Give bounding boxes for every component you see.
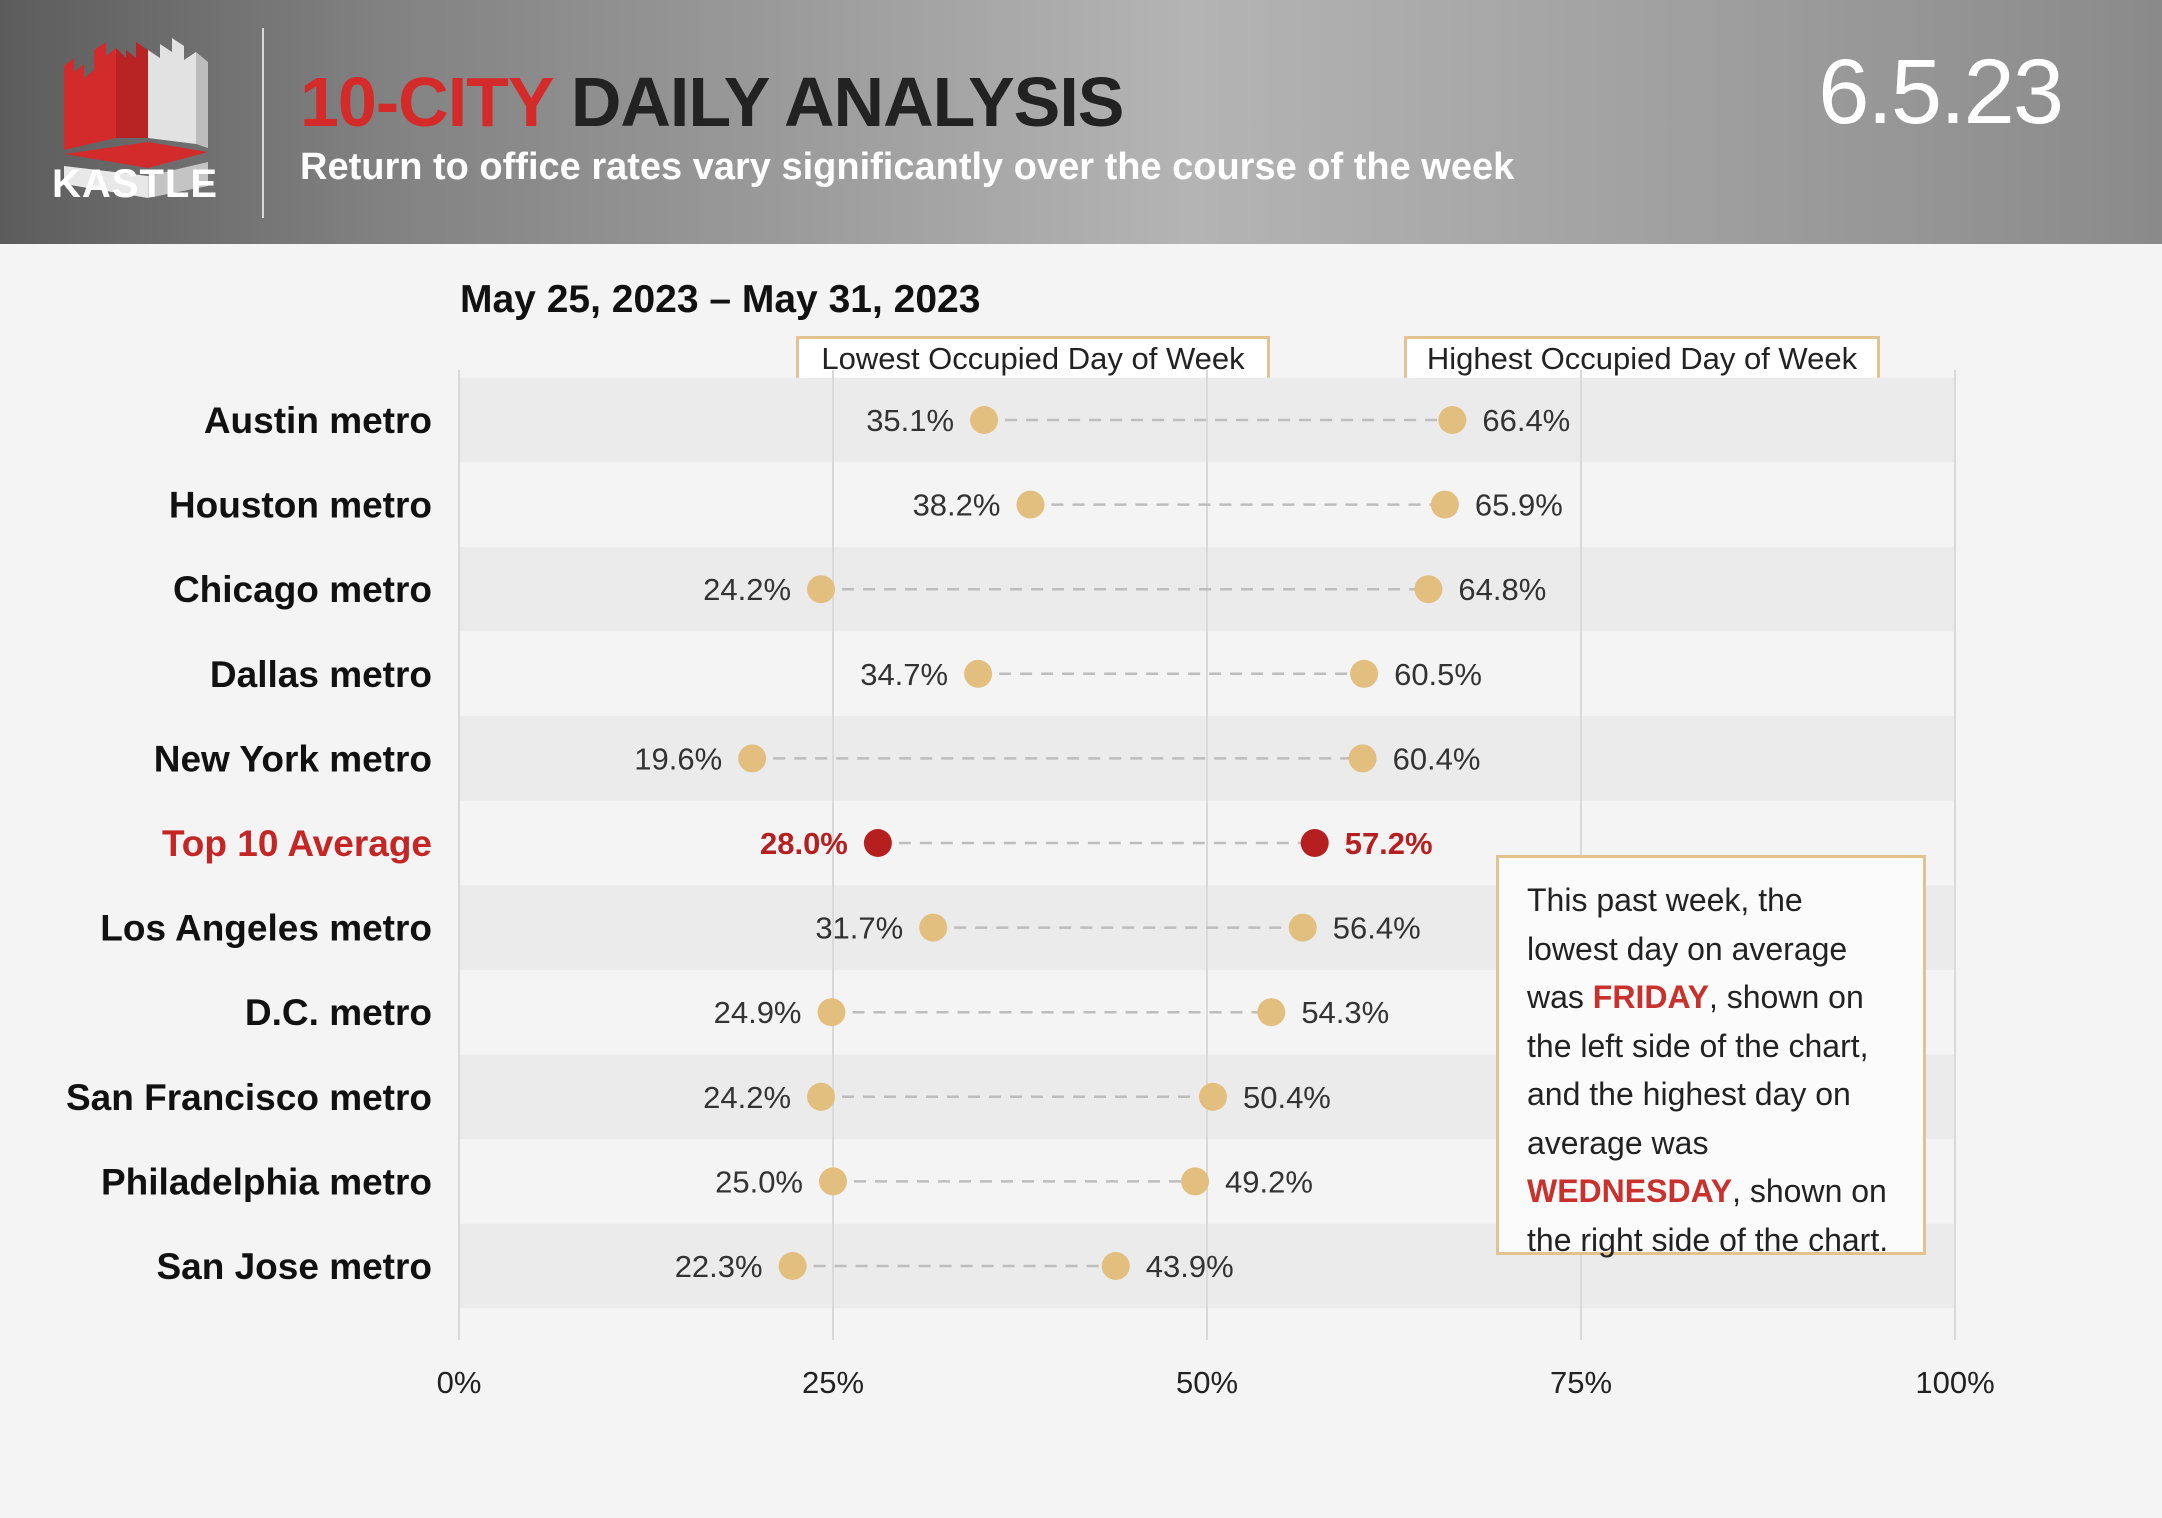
page-title: 10-CITY DAILY ANALYSIS [300, 62, 1125, 142]
row-label: San Francisco metro [66, 1077, 432, 1118]
low-value-label: 35.1% [866, 403, 954, 438]
high-dot [1181, 1167, 1210, 1196]
low-value-label: 19.6% [634, 741, 722, 776]
row-label: New York metro [154, 738, 432, 779]
high-dot [1350, 659, 1379, 688]
row-label: Houston metro [169, 485, 432, 526]
header-divider [262, 28, 264, 218]
row-label: D.C. metro [245, 992, 432, 1033]
low-value-label: 24.2% [703, 1080, 791, 1115]
high-value-label: 60.5% [1394, 657, 1482, 692]
x-tick-label: 0% [437, 1365, 482, 1400]
low-dot [778, 1252, 807, 1280]
high-value-label: 65.9% [1475, 488, 1563, 523]
low-value-label: 28.0% [760, 826, 848, 861]
low-dot [970, 406, 999, 434]
note-high-day: WEDNESDAY [1527, 1173, 1733, 1209]
x-tick-label: 25% [802, 1365, 864, 1400]
row-label: Austin metro [204, 400, 432, 441]
x-tick-label: 75% [1550, 1365, 1612, 1400]
high-dot [1414, 575, 1443, 604]
high-dot [1101, 1252, 1130, 1280]
high-value-label: 57.2% [1345, 826, 1433, 861]
low-value-label: 24.9% [714, 995, 802, 1030]
note-low-day: FRIDAY [1592, 979, 1709, 1015]
high-dot [1430, 490, 1459, 519]
low-dot [817, 998, 846, 1027]
low-dot [738, 744, 767, 773]
report-date: 6.5.23 [1818, 41, 2064, 143]
low-value-label: 24.2% [703, 572, 791, 607]
row-label: Chicago metro [173, 569, 432, 610]
high-value-label: 54.3% [1301, 995, 1389, 1030]
brand-name: KASTLE [52, 162, 218, 206]
low-value-label: 31.7% [815, 911, 903, 946]
row-label: San Jose metro [156, 1246, 432, 1287]
row-label: Dallas metro [210, 654, 432, 695]
x-tick-label: 100% [1915, 1365, 1994, 1400]
summary-note: This past week, the lowest day on averag… [1496, 855, 1926, 1258]
row-label: Los Angeles metro [100, 908, 432, 949]
low-value-label: 38.2% [913, 488, 1001, 523]
low-value-label: 22.3% [675, 1249, 763, 1284]
low-dot [964, 659, 993, 688]
note-text-2: , shown on the left side of the chart, a… [1527, 979, 1869, 1161]
high-value-label: 60.4% [1393, 741, 1481, 776]
low-value-label: 34.7% [860, 657, 948, 692]
high-value-label: 64.8% [1458, 572, 1546, 607]
x-tick-label: 50% [1176, 1365, 1238, 1400]
note-text-3: , shown on the right side of the chart. [1527, 1173, 1889, 1258]
high-dot [1257, 998, 1286, 1027]
header-banner: KASTLE 10-CITY DAILY ANALYSIS Return to … [0, 0, 2162, 244]
low-dot [807, 1082, 836, 1111]
high-value-label: 43.9% [1146, 1249, 1234, 1284]
low-value-label: 25.0% [715, 1164, 803, 1199]
chart-title: May 25, 2023 – May 31, 2023 [460, 278, 981, 321]
row-label: Top 10 Average [162, 823, 432, 864]
low-dot [919, 913, 948, 942]
low-dot [1016, 490, 1045, 519]
legend-low-box: Lowest Occupied Day of Week [796, 336, 1270, 382]
high-dot [1288, 913, 1317, 942]
low-dot [807, 575, 836, 604]
page-subtitle: Return to office rates vary significantl… [300, 146, 1515, 188]
legend-high-box: Highest Occupied Day of Week [1404, 336, 1880, 382]
high-value-label: 56.4% [1333, 911, 1421, 946]
high-dot [1300, 829, 1329, 857]
castle-logo-icon [64, 38, 208, 198]
high-value-label: 49.2% [1225, 1164, 1313, 1199]
high-dot [1348, 744, 1377, 773]
low-dot [863, 829, 892, 857]
high-value-label: 50.4% [1243, 1080, 1331, 1115]
title-accent: 10-CITY [300, 63, 553, 141]
high-value-label: 66.4% [1482, 403, 1570, 438]
low-dot [819, 1167, 847, 1196]
high-dot [1198, 1082, 1227, 1111]
row-label: Philadelphia metro [101, 1161, 432, 1202]
high-dot [1438, 406, 1467, 434]
note-text-1: This past week, the lowest day on averag… [1527, 882, 1848, 1015]
title-main: DAILY ANALYSIS [570, 63, 1125, 141]
